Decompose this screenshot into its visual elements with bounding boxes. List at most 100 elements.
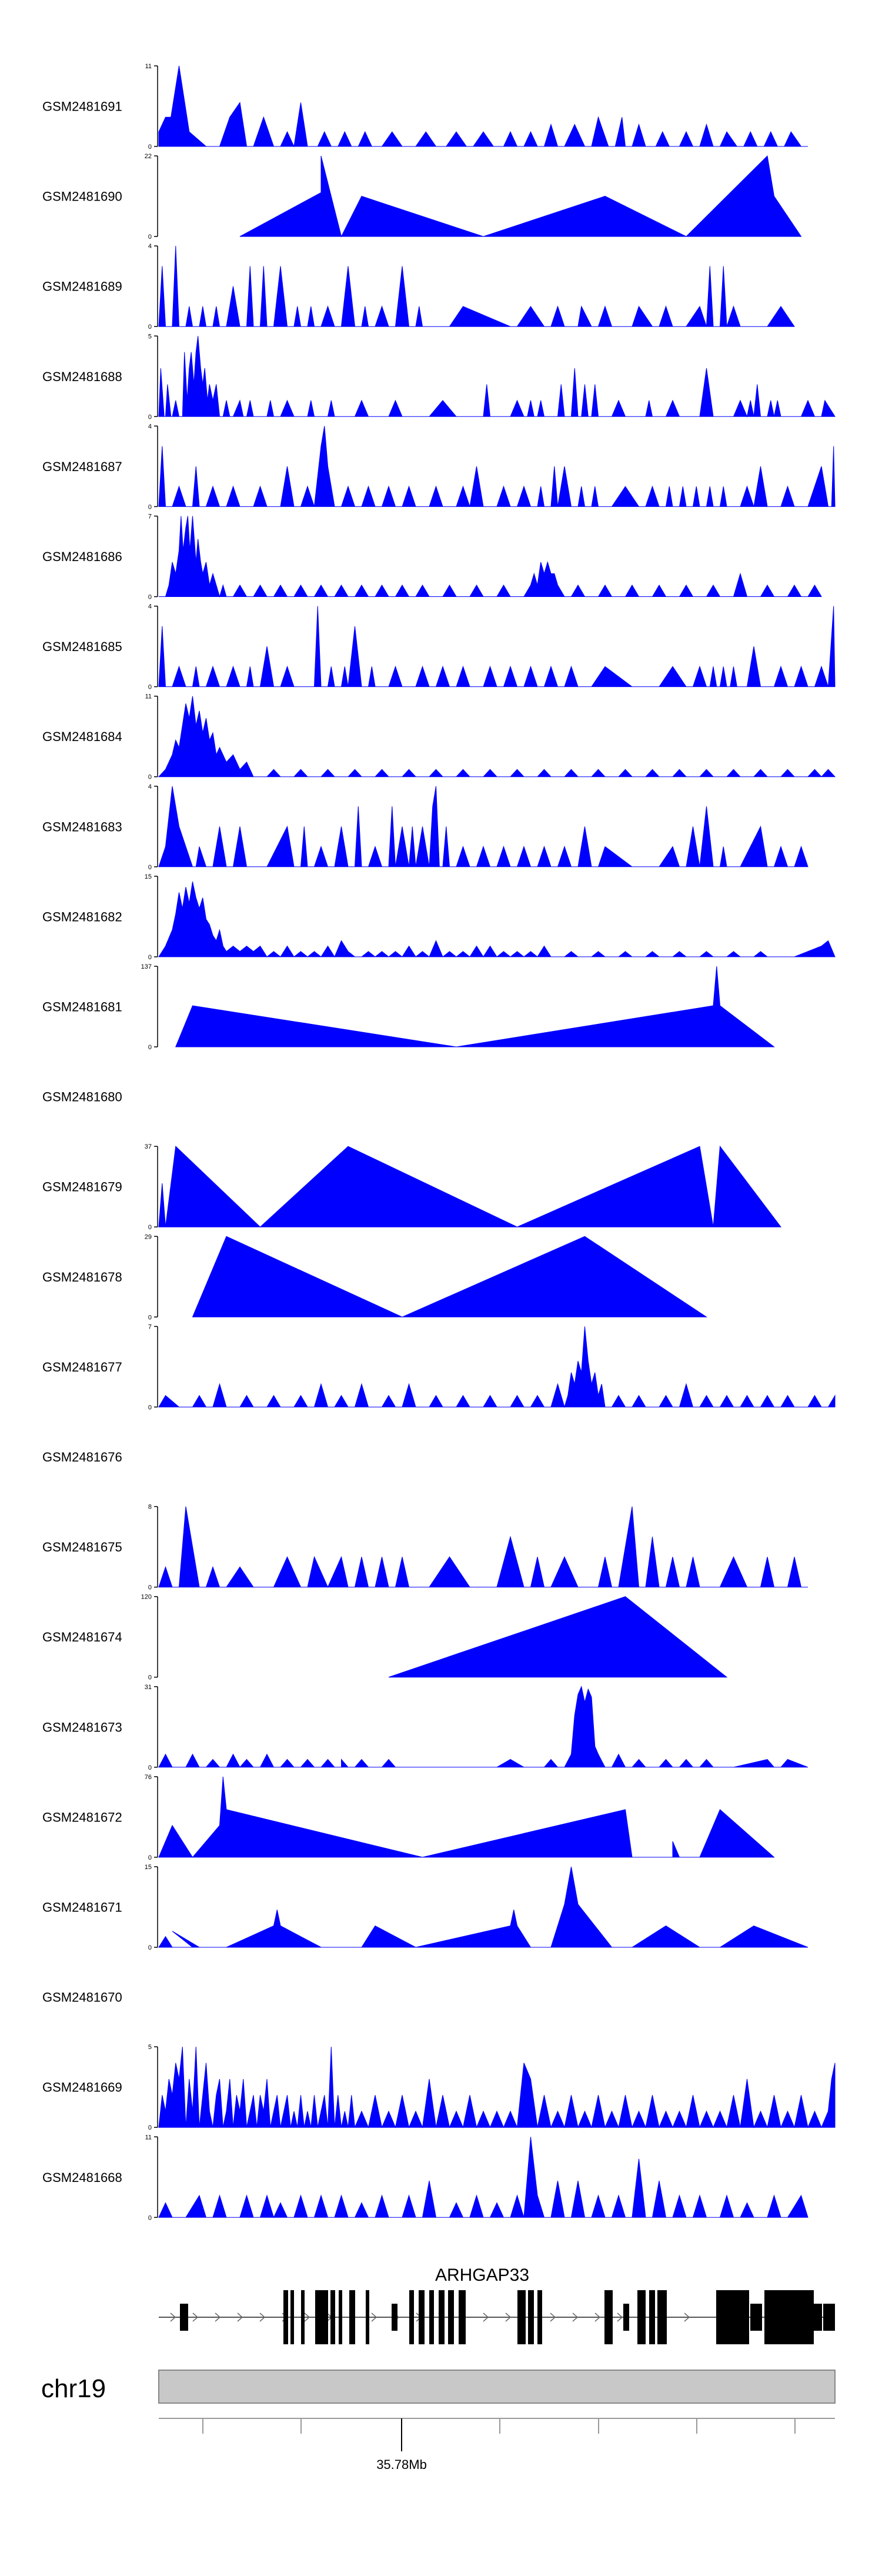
track-GSM2481680: GSM2481680 — [42, 1090, 122, 1105]
exon-block — [823, 2304, 835, 2331]
exon-block — [180, 2304, 188, 2331]
track-y-zero-label: 0 — [148, 1944, 152, 1951]
track-y-max-label: 37 — [145, 1143, 152, 1150]
track-label: GSM2481673 — [42, 1720, 122, 1734]
strand-arrow-icon — [483, 2313, 489, 2322]
track-label: GSM2481683 — [42, 819, 122, 834]
track-GSM2481669: GSM2481669 5 0 — [42, 2044, 836, 2131]
track-GSM2481682: GSM2481682 15 0 — [42, 873, 836, 961]
track-y-zero-label: 0 — [148, 1044, 152, 1051]
track-y-max-label: 15 — [145, 873, 152, 880]
coverage-area — [158, 65, 808, 148]
strand-arrow-icon — [684, 2313, 690, 2322]
track-y-zero-label: 0 — [148, 2124, 152, 2131]
coverage-area — [175, 966, 775, 1047]
track-label: GSM2481688 — [42, 369, 122, 384]
track-y-max-label: 11 — [145, 63, 152, 70]
strand-arrow-icon — [572, 2313, 579, 2322]
track-GSM2481675: GSM2481675 8 0 — [42, 1504, 808, 1591]
coverage-area — [158, 2137, 808, 2218]
gene-model: ARHGAP33 — [159, 2265, 835, 2344]
track-label: GSM2481684 — [42, 729, 122, 744]
coverage-area — [158, 1686, 808, 1768]
exon-block — [623, 2304, 629, 2331]
track-GSM2481681: GSM2481681 137 0 — [42, 963, 775, 1051]
exon-block — [290, 2290, 294, 2344]
track-y-zero-label: 0 — [148, 1764, 152, 1771]
exon-block — [439, 2290, 445, 2344]
exon-block — [604, 2290, 613, 2344]
track-GSM2481690: GSM2481690 22 0 — [42, 153, 802, 241]
track-label: GSM2481690 — [42, 189, 122, 204]
coverage-area — [192, 1236, 708, 1317]
track-label: GSM2481670 — [42, 1990, 122, 2005]
track-GSM2481674: GSM2481674 120 0 — [42, 1594, 728, 1681]
track-GSM2481685: GSM2481685 4 0 — [42, 603, 836, 691]
exon-block — [339, 2290, 342, 2344]
track-label: GSM2481676 — [42, 1450, 122, 1464]
track-label: GSM2481679 — [42, 1180, 122, 1194]
axis-position-label: 35.78Mb — [376, 2457, 427, 2472]
track-label: GSM2481674 — [42, 1630, 122, 1644]
coverage-area — [158, 1326, 836, 1409]
track-label: GSM2481672 — [42, 1810, 122, 1824]
exon-block — [537, 2290, 542, 2344]
track-GSM2481687: GSM2481687 4 0 — [42, 423, 836, 510]
coverage-area — [158, 606, 836, 688]
track-y-max-label: 4 — [148, 423, 152, 430]
track-GSM2481671: GSM2481671 15 0 — [42, 1864, 808, 1951]
track-y-zero-label: 0 — [148, 1224, 152, 1231]
exon-block — [409, 2290, 414, 2344]
exon-block — [517, 2290, 526, 2344]
track-label: GSM2481681 — [42, 1000, 122, 1015]
strand-arrow-icon — [304, 2313, 310, 2322]
track-y-zero-label: 0 — [148, 1674, 152, 1681]
track-GSM2481668: GSM2481668 11 0 — [42, 2134, 808, 2221]
coverage-area — [158, 2047, 836, 2129]
track-y-max-label: 4 — [148, 603, 152, 610]
coverage-area — [158, 1866, 808, 1948]
exon-block — [392, 2304, 397, 2331]
track-y-max-label: 4 — [148, 243, 152, 250]
coverage-tracks: GSM2481691110GSM2481690220GSM248168940GS… — [42, 63, 836, 2221]
track-label: GSM2481669 — [42, 2080, 122, 2095]
coverage-area — [158, 336, 836, 418]
coverage-area — [158, 1145, 782, 1227]
track-label: GSM2481689 — [42, 279, 122, 294]
track-y-zero-label: 0 — [148, 594, 152, 601]
track-label: GSM2481678 — [42, 1270, 122, 1284]
track-y-zero-label: 0 — [148, 2214, 152, 2221]
strand-arrow-icon — [617, 2313, 623, 2322]
strand-arrow-icon — [170, 2313, 176, 2322]
strand-arrow-icon — [550, 2313, 556, 2322]
coverage-area — [239, 155, 802, 238]
track-y-zero-label: 0 — [148, 774, 152, 781]
exon-block — [814, 2304, 822, 2331]
strand-arrow-icon — [371, 2313, 377, 2322]
chromosome-band — [158, 2370, 836, 2404]
track-label: GSM2481682 — [42, 909, 122, 924]
track-y-zero-label: 0 — [148, 1404, 152, 1411]
track-GSM2481676: GSM2481676 — [42, 1450, 122, 1464]
exon-block — [750, 2304, 762, 2331]
track-label: GSM2481671 — [42, 1900, 122, 1915]
track-y-max-label: 4 — [148, 783, 152, 790]
coverage-area — [158, 696, 836, 778]
exon-block — [283, 2290, 288, 2344]
exon-block — [330, 2290, 335, 2344]
exon-block — [764, 2290, 814, 2344]
genome-axis-ticks — [202, 2418, 796, 2434]
gene-exons — [180, 2290, 835, 2344]
track-label: GSM2481691 — [42, 99, 122, 114]
exon-block — [301, 2290, 305, 2344]
strand-arrow-icon — [594, 2313, 601, 2322]
coverage-area — [158, 881, 836, 957]
exon-block — [528, 2290, 534, 2344]
track-y-max-label: 29 — [145, 1233, 152, 1240]
coverage-area — [158, 1506, 808, 1588]
track-y-zero-label: 0 — [148, 503, 152, 510]
track-y-max-label: 11 — [145, 2134, 152, 2141]
track-y-zero-label: 0 — [148, 684, 152, 691]
track-y-max-label: 7 — [148, 513, 152, 520]
